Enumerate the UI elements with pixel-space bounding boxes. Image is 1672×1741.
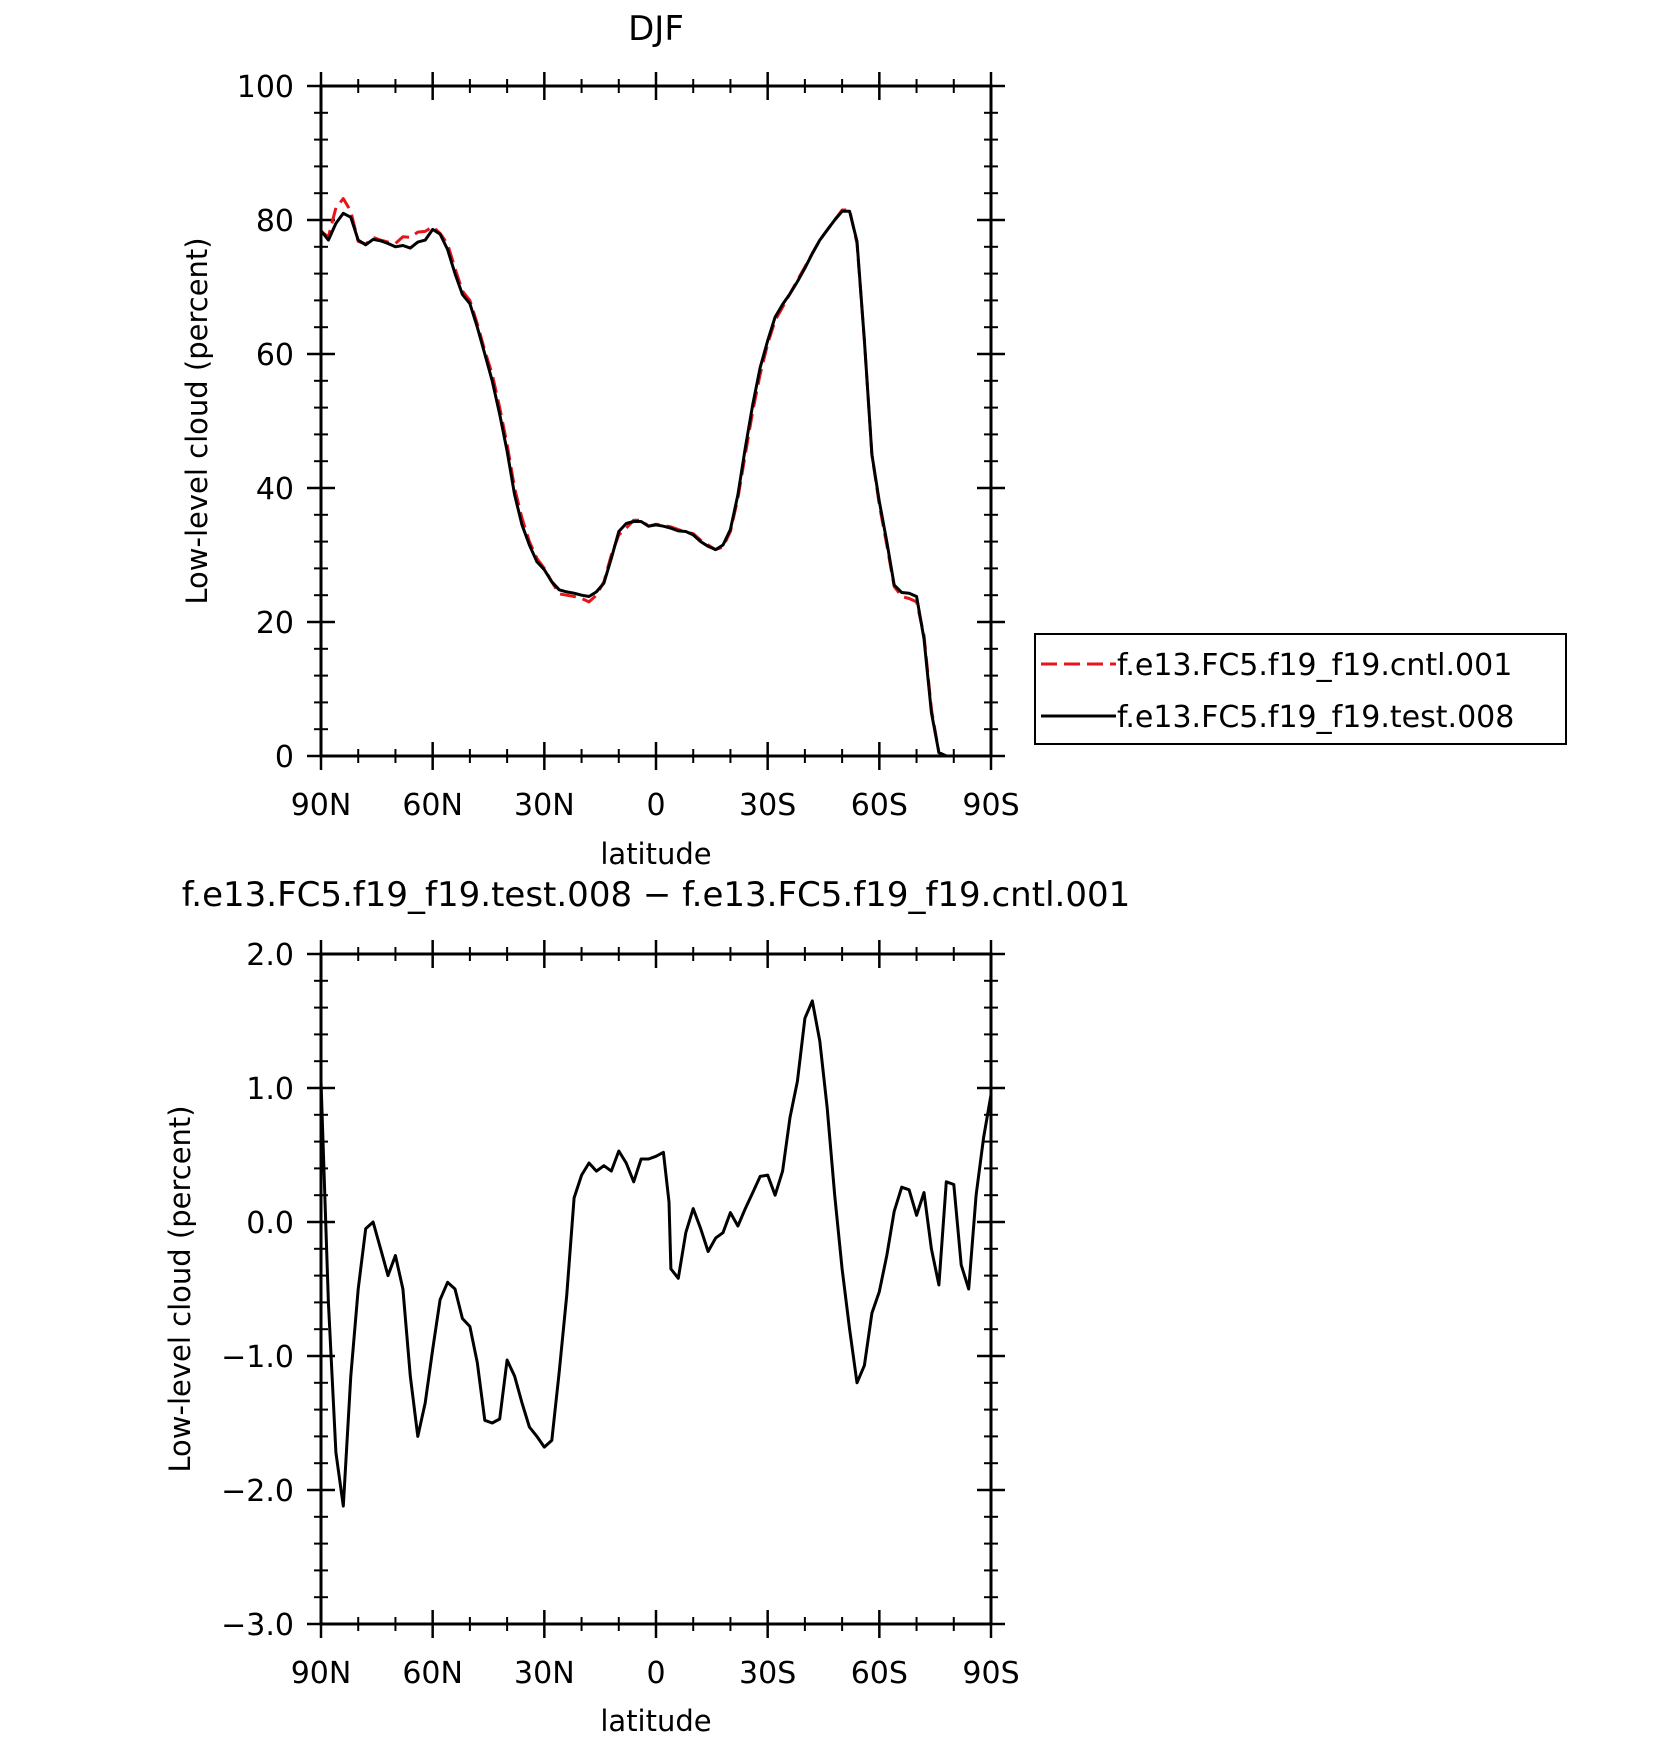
bottom-chart-title: f.e13.FC5.f19_f19.test.008 − f.e13.FC5.f… (182, 875, 1130, 915)
y-tick-label: 100 (237, 70, 294, 105)
top-x-tick-labels: 90N 60N 30N 0 30S 60S 90S (291, 788, 1020, 823)
bottom-plot-frame (319, 952, 993, 1626)
y-tick-label: −2.0 (221, 1474, 294, 1509)
series-line-1 (320, 197, 991, 758)
top-y-axis-label: Low-level cloud (percent) (180, 237, 214, 604)
bottom-chart: f.e13.FC5.f19_f19.test.008 − f.e13.FC5.f… (163, 875, 1130, 1738)
y-tick-label: 0 (275, 740, 294, 775)
x-tick-label: 60S (851, 788, 908, 823)
bottom-x-axis-label: latitude (600, 1704, 711, 1738)
legend-label-test: f.e13.FC5.f19_f19.test.008 (1117, 700, 1514, 735)
x-tick-label: 90S (962, 1656, 1019, 1691)
bottom-ticks (307, 940, 1005, 1638)
y-tick-label: 2.0 (246, 938, 294, 973)
x-tick-label: 90N (291, 788, 352, 823)
top-y-tick-labels: 0 20 40 60 80 100 (237, 70, 294, 775)
x-tick-label: 30N (514, 788, 575, 823)
top-chart-title: DJF (628, 9, 684, 49)
bottom-series-lines (319, 999, 993, 1508)
legend: f.e13.FC5.f19_f19.cntl.001 f.e13.FC5.f19… (1034, 633, 1567, 745)
legend-box (1034, 633, 1567, 745)
series-line-2 (319, 209, 991, 758)
x-tick-label: 0 (646, 788, 665, 823)
y-tick-label: −1.0 (221, 1340, 294, 1375)
top-series-lines (319, 197, 991, 758)
x-tick-label: 90N (291, 1656, 352, 1691)
y-tick-label: 40 (256, 472, 294, 507)
top-chart: DJF 90N 60N 30N 0 30S 60S 90S 0 20 40 60 80 100 lat… (180, 9, 1567, 871)
x-tick-label: 60S (851, 1656, 908, 1691)
x-tick-label: 30S (739, 788, 796, 823)
y-tick-label: 0.0 (246, 1206, 294, 1241)
y-tick-label: 80 (256, 204, 294, 239)
y-tick-label: 60 (256, 338, 294, 373)
top-plot-frame (319, 84, 993, 758)
x-tick-label: 60N (402, 788, 463, 823)
y-tick-label: 20 (256, 606, 294, 641)
top-x-axis-label: latitude (600, 837, 711, 871)
bottom-y-tick-labels: −3.0 −2.0 −1.0 0.0 1.0 2.0 (221, 938, 294, 1643)
x-tick-label: 0 (646, 1656, 665, 1691)
x-tick-label: 60N (402, 1656, 463, 1691)
x-tick-label: 30S (739, 1656, 796, 1691)
bottom-y-axis-label: Low-level cloud (percent) (163, 1105, 197, 1472)
legend-label-cntl: f.e13.FC5.f19_f19.cntl.001 (1117, 648, 1512, 683)
x-tick-label: 30N (514, 1656, 575, 1691)
x-tick-label: 90S (962, 788, 1019, 823)
bottom-x-tick-labels: 90N 60N 30N 0 30S 60S 90S (291, 1656, 1020, 1691)
series-line-1 (319, 999, 993, 1508)
y-tick-label: −3.0 (221, 1608, 294, 1643)
y-tick-label: 1.0 (246, 1072, 294, 1107)
top-ticks (307, 72, 1005, 770)
